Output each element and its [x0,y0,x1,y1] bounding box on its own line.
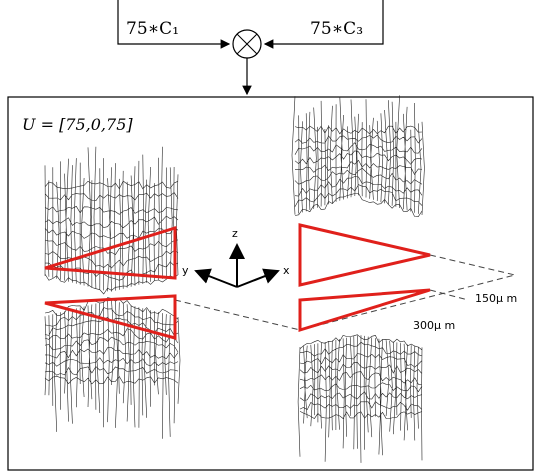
axis-x: x [283,264,290,277]
dimension-inner: 300μ m [413,319,455,332]
panel-caption: U = [75,0,75] [22,115,133,134]
figure: 75∗C₁ 75∗C₃ U = [75,0,75] z x y 150μ m 3… [0,0,540,476]
dimension-outer: 150μ m [475,292,517,305]
axis-z: z [232,227,238,240]
input-label-left: 75∗C₁ [126,19,179,39]
input-label-right: 75∗C₃ [310,19,363,39]
axis-y: y [182,264,189,277]
multiplier [233,30,261,58]
